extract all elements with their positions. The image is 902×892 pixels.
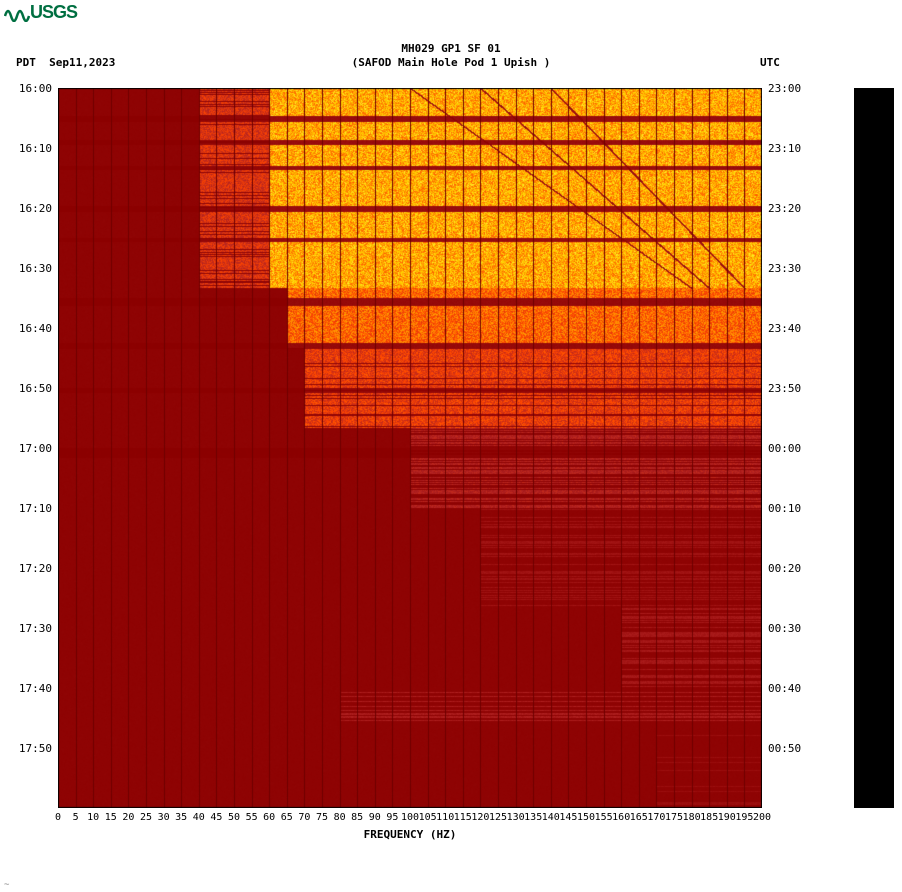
x-axis-label: FREQUENCY (HZ) (58, 828, 762, 841)
usgs-logo: USGS (4, 2, 77, 23)
y-axis-right-ticks: 23:0023:1023:2023:3023:4023:5000:0000:10… (768, 88, 814, 808)
footer-mark: ~ (4, 880, 9, 890)
color-scale-bar (854, 88, 894, 808)
timezone-right: UTC (760, 56, 780, 69)
y-axis-left-ticks: 16:0016:1016:2016:3016:4016:5017:0017:10… (8, 88, 54, 808)
timezone-left: PDT Sep11,2023 (16, 56, 115, 69)
spectrogram-plot (58, 88, 762, 808)
x-axis-ticks: 0510152025303540455055606570758085909510… (58, 812, 762, 826)
